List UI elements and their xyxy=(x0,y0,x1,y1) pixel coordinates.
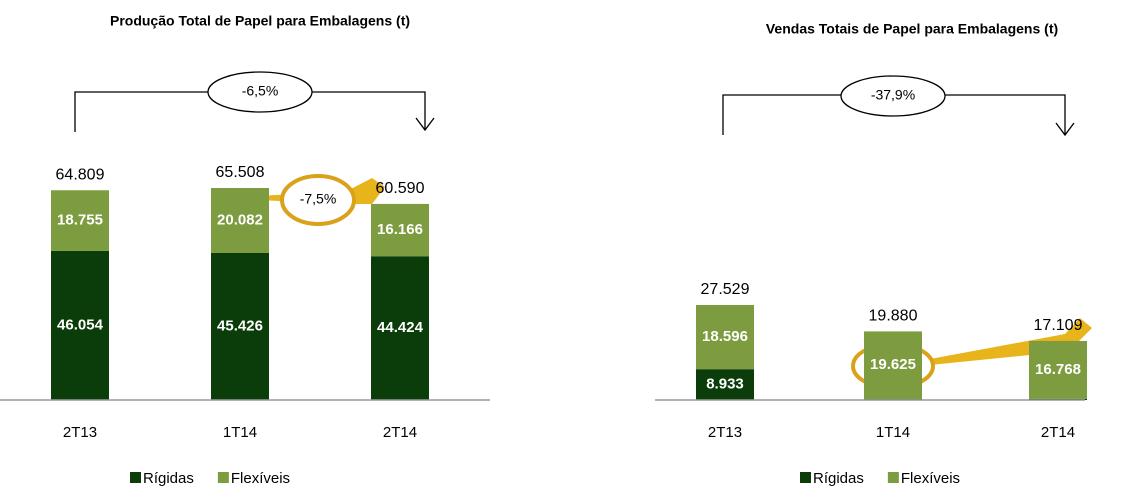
data-label: 46.054 xyxy=(57,316,104,333)
legend-swatch xyxy=(800,472,811,483)
data-label: 18.596 xyxy=(702,328,748,345)
bar-segment xyxy=(51,190,109,251)
x-tick-label: 2T14 xyxy=(1041,424,1075,441)
gold-ellipse xyxy=(280,174,356,226)
chart-title: Vendas Totais de Papel para Embalagens (… xyxy=(766,21,1058,37)
legend-label: Flexíveis xyxy=(901,470,960,487)
legend-label: Rígidas xyxy=(143,470,194,487)
bar-segment xyxy=(371,256,429,400)
ellipse xyxy=(840,75,946,117)
x-tick-label: 2T14 xyxy=(383,424,417,441)
legend-swatch xyxy=(217,472,229,483)
total-label: 19.880 xyxy=(869,308,918,325)
data-label: 19.625 xyxy=(870,356,916,373)
data-label: 8.933 xyxy=(706,376,744,393)
total-label: 17.109 xyxy=(1034,317,1083,334)
bar-segment xyxy=(51,250,109,400)
bar-segment xyxy=(211,188,269,253)
total-label: 27.529 xyxy=(701,281,750,298)
data-label: 45.426 xyxy=(217,317,263,334)
data-label: 16.166 xyxy=(377,221,423,238)
annotation: -7,5% xyxy=(300,191,337,207)
bar-segment xyxy=(696,369,754,400)
total-label: 60.590 xyxy=(376,180,425,197)
x-tick-label: 1T14 xyxy=(223,424,257,441)
x-tick-label: 1T14 xyxy=(876,424,910,441)
annotation: -6,5% xyxy=(242,83,279,99)
ellipse xyxy=(207,71,313,113)
bar-segment xyxy=(1029,340,1087,399)
total-label: 65.508 xyxy=(216,164,265,181)
legend-label: Rígidas xyxy=(813,470,864,487)
annotation: -37,9% xyxy=(871,87,915,103)
data-label: 20.082 xyxy=(217,211,263,228)
total-label: 64.809 xyxy=(56,166,105,183)
data-label: 44.424 xyxy=(377,319,424,336)
bar-segment xyxy=(864,331,922,400)
bar-segment xyxy=(371,203,429,257)
bar-segment xyxy=(211,252,269,400)
legend-swatch xyxy=(887,472,899,483)
x-tick-label: 2T13 xyxy=(708,424,742,441)
data-label: 16.768 xyxy=(1035,361,1081,378)
x-tick-label: 2T13 xyxy=(63,424,97,441)
data-label: 18.755 xyxy=(57,212,103,229)
legend-swatch xyxy=(130,472,141,483)
legend-label: Flexíveis xyxy=(231,470,290,487)
chart-title: Produção Total de Papel para Embalagens … xyxy=(110,13,410,29)
bar-segment xyxy=(696,305,754,370)
